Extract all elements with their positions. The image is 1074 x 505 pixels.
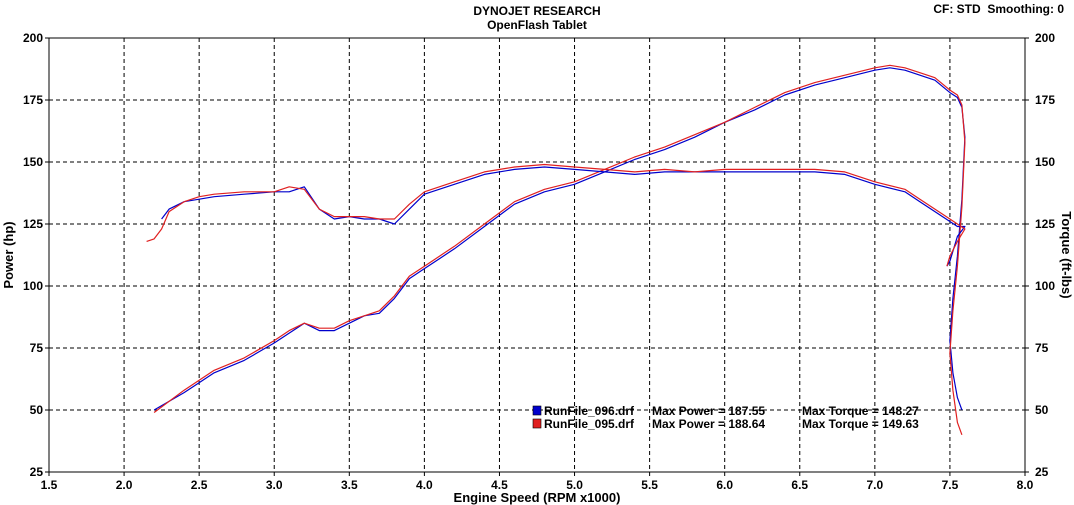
legend-max-torque: Max Torque = 149.63 xyxy=(802,417,919,431)
x-tick-label: 4.0 xyxy=(416,478,433,492)
y-axis-right: 25 50 75 100 125 150 175 200 xyxy=(1025,31,1055,479)
y-tick-label-left: 125 xyxy=(23,217,43,231)
series-line-torque-runfile-095-drf xyxy=(146,163,966,267)
x-tick-label: 2.5 xyxy=(191,478,208,492)
series-line-power-runfile-096-drf xyxy=(153,67,966,411)
series-line-torque-runfile-096-drf xyxy=(161,166,966,267)
x-tick-label: 4.5 xyxy=(491,478,508,492)
y-tick-label-right: 75 xyxy=(1035,341,1049,355)
y-tick-label-left: 175 xyxy=(23,93,43,107)
y-tick-label-right: 175 xyxy=(1035,93,1055,107)
y-tick-label-right: 200 xyxy=(1035,31,1055,45)
x-tick-label: 2.0 xyxy=(116,478,133,492)
x-axis-label: Engine Speed (RPM x1000) xyxy=(454,490,621,505)
y-tick-label-right: 125 xyxy=(1035,217,1055,231)
y-axis-label-left: Power (hp) xyxy=(1,221,16,288)
smoothing-label: Smoothing: 0 xyxy=(987,2,1064,16)
series-line-power-runfile-095-drf xyxy=(153,64,966,436)
x-tick-label: 8.0 xyxy=(1017,478,1034,492)
cf-label: CF: STD xyxy=(933,2,981,16)
x-tick-label: 5.0 xyxy=(566,478,583,492)
x-tick-label: 1.5 xyxy=(41,478,58,492)
legend-max-power: Max Power = 187.55 xyxy=(652,404,765,418)
grid xyxy=(49,38,1025,472)
y-tick-label-right: 25 xyxy=(1035,465,1049,479)
legend-max-power: Max Power = 188.64 xyxy=(652,417,765,431)
legend-file: RunFile_096.drf xyxy=(544,404,635,418)
y-axis-left: 25 50 75 100 125 150 175 200 xyxy=(23,31,49,479)
chart-title: DYNOJET RESEARCH xyxy=(473,4,601,18)
settings-readout: CF: STD Smoothing: 0 xyxy=(933,2,1064,16)
y-tick-label-left: 50 xyxy=(30,403,44,417)
y-tick-label-left: 25 xyxy=(30,465,44,479)
legend-swatch xyxy=(532,418,542,429)
x-tick-label: 6.0 xyxy=(716,478,733,492)
y-tick-label-left: 100 xyxy=(23,279,43,293)
x-tick-label: 5.5 xyxy=(641,478,658,492)
x-tick-label: 3.5 xyxy=(341,478,358,492)
y-tick-label-right: 100 xyxy=(1035,279,1055,293)
x-tick-label: 3.0 xyxy=(266,478,283,492)
x-axis: 1.5 2.0 2.5 3.0 3.5 4.0 4.5 5.0 5.5 6.0 6.5 7.0 7.5 8… xyxy=(41,472,1034,492)
series-group xyxy=(146,64,966,436)
legend-max-torque: Max Torque = 148.27 xyxy=(802,404,919,418)
legend-swatch xyxy=(532,405,542,416)
plot-frame xyxy=(48,37,1026,473)
chart-subtitle: OpenFlash Tablet xyxy=(487,18,587,32)
x-tick-label: 7.5 xyxy=(942,478,959,492)
y-tick-label-left: 75 xyxy=(30,341,44,355)
y-tick-label-left: 150 xyxy=(23,155,43,169)
y-tick-label-right: 50 xyxy=(1035,403,1049,417)
y-axis-label-right: Torque (ft-lbs) xyxy=(1059,211,1074,298)
y-tick-label-right: 150 xyxy=(1035,155,1055,169)
x-tick-label: 7.0 xyxy=(867,478,884,492)
legend-file: RunFile_095.drf xyxy=(544,417,635,431)
legend: RunFile_096.drf Max Power = 187.55 Max Tor… xyxy=(532,404,919,431)
x-tick-label: 6.5 xyxy=(791,478,808,492)
y-tick-label-left: 200 xyxy=(23,31,43,45)
